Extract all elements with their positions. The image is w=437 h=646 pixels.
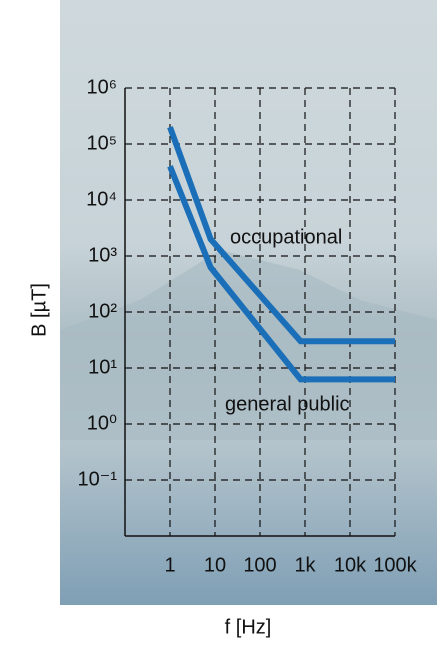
y-tick-label: 10² bbox=[88, 300, 117, 322]
x-tick-label: 10k bbox=[334, 554, 367, 576]
series-label: occupational bbox=[230, 226, 342, 248]
x-tick-label: 100k bbox=[373, 554, 417, 576]
series-label: general public bbox=[225, 393, 350, 415]
y-tick-label: 10¹ bbox=[88, 356, 117, 378]
y-tick-label: 10⁰ bbox=[87, 412, 117, 434]
x-tick-label: 10 bbox=[204, 554, 226, 576]
y-axis-label: B [µT] bbox=[28, 283, 50, 337]
x-axis-label: f [Hz] bbox=[225, 616, 272, 638]
y-tick-label: 10⁵ bbox=[86, 132, 117, 154]
y-tick-label: 10³ bbox=[88, 244, 117, 266]
x-tick-label: 1 bbox=[164, 554, 175, 576]
y-tick-label: 10⁴ bbox=[86, 188, 117, 210]
y-tick-label: 10⁶ bbox=[87, 76, 117, 98]
chart: B [µT] f [Hz] 10⁻¹ 10⁰ 10¹ 10² 10³ 10⁴ 10⁵ 10⁶ 1… bbox=[0, 0, 437, 646]
y-tick-label: 10⁻¹ bbox=[78, 468, 118, 490]
x-tick-label: 1k bbox=[294, 554, 316, 576]
x-tick-label: 100 bbox=[243, 554, 276, 576]
